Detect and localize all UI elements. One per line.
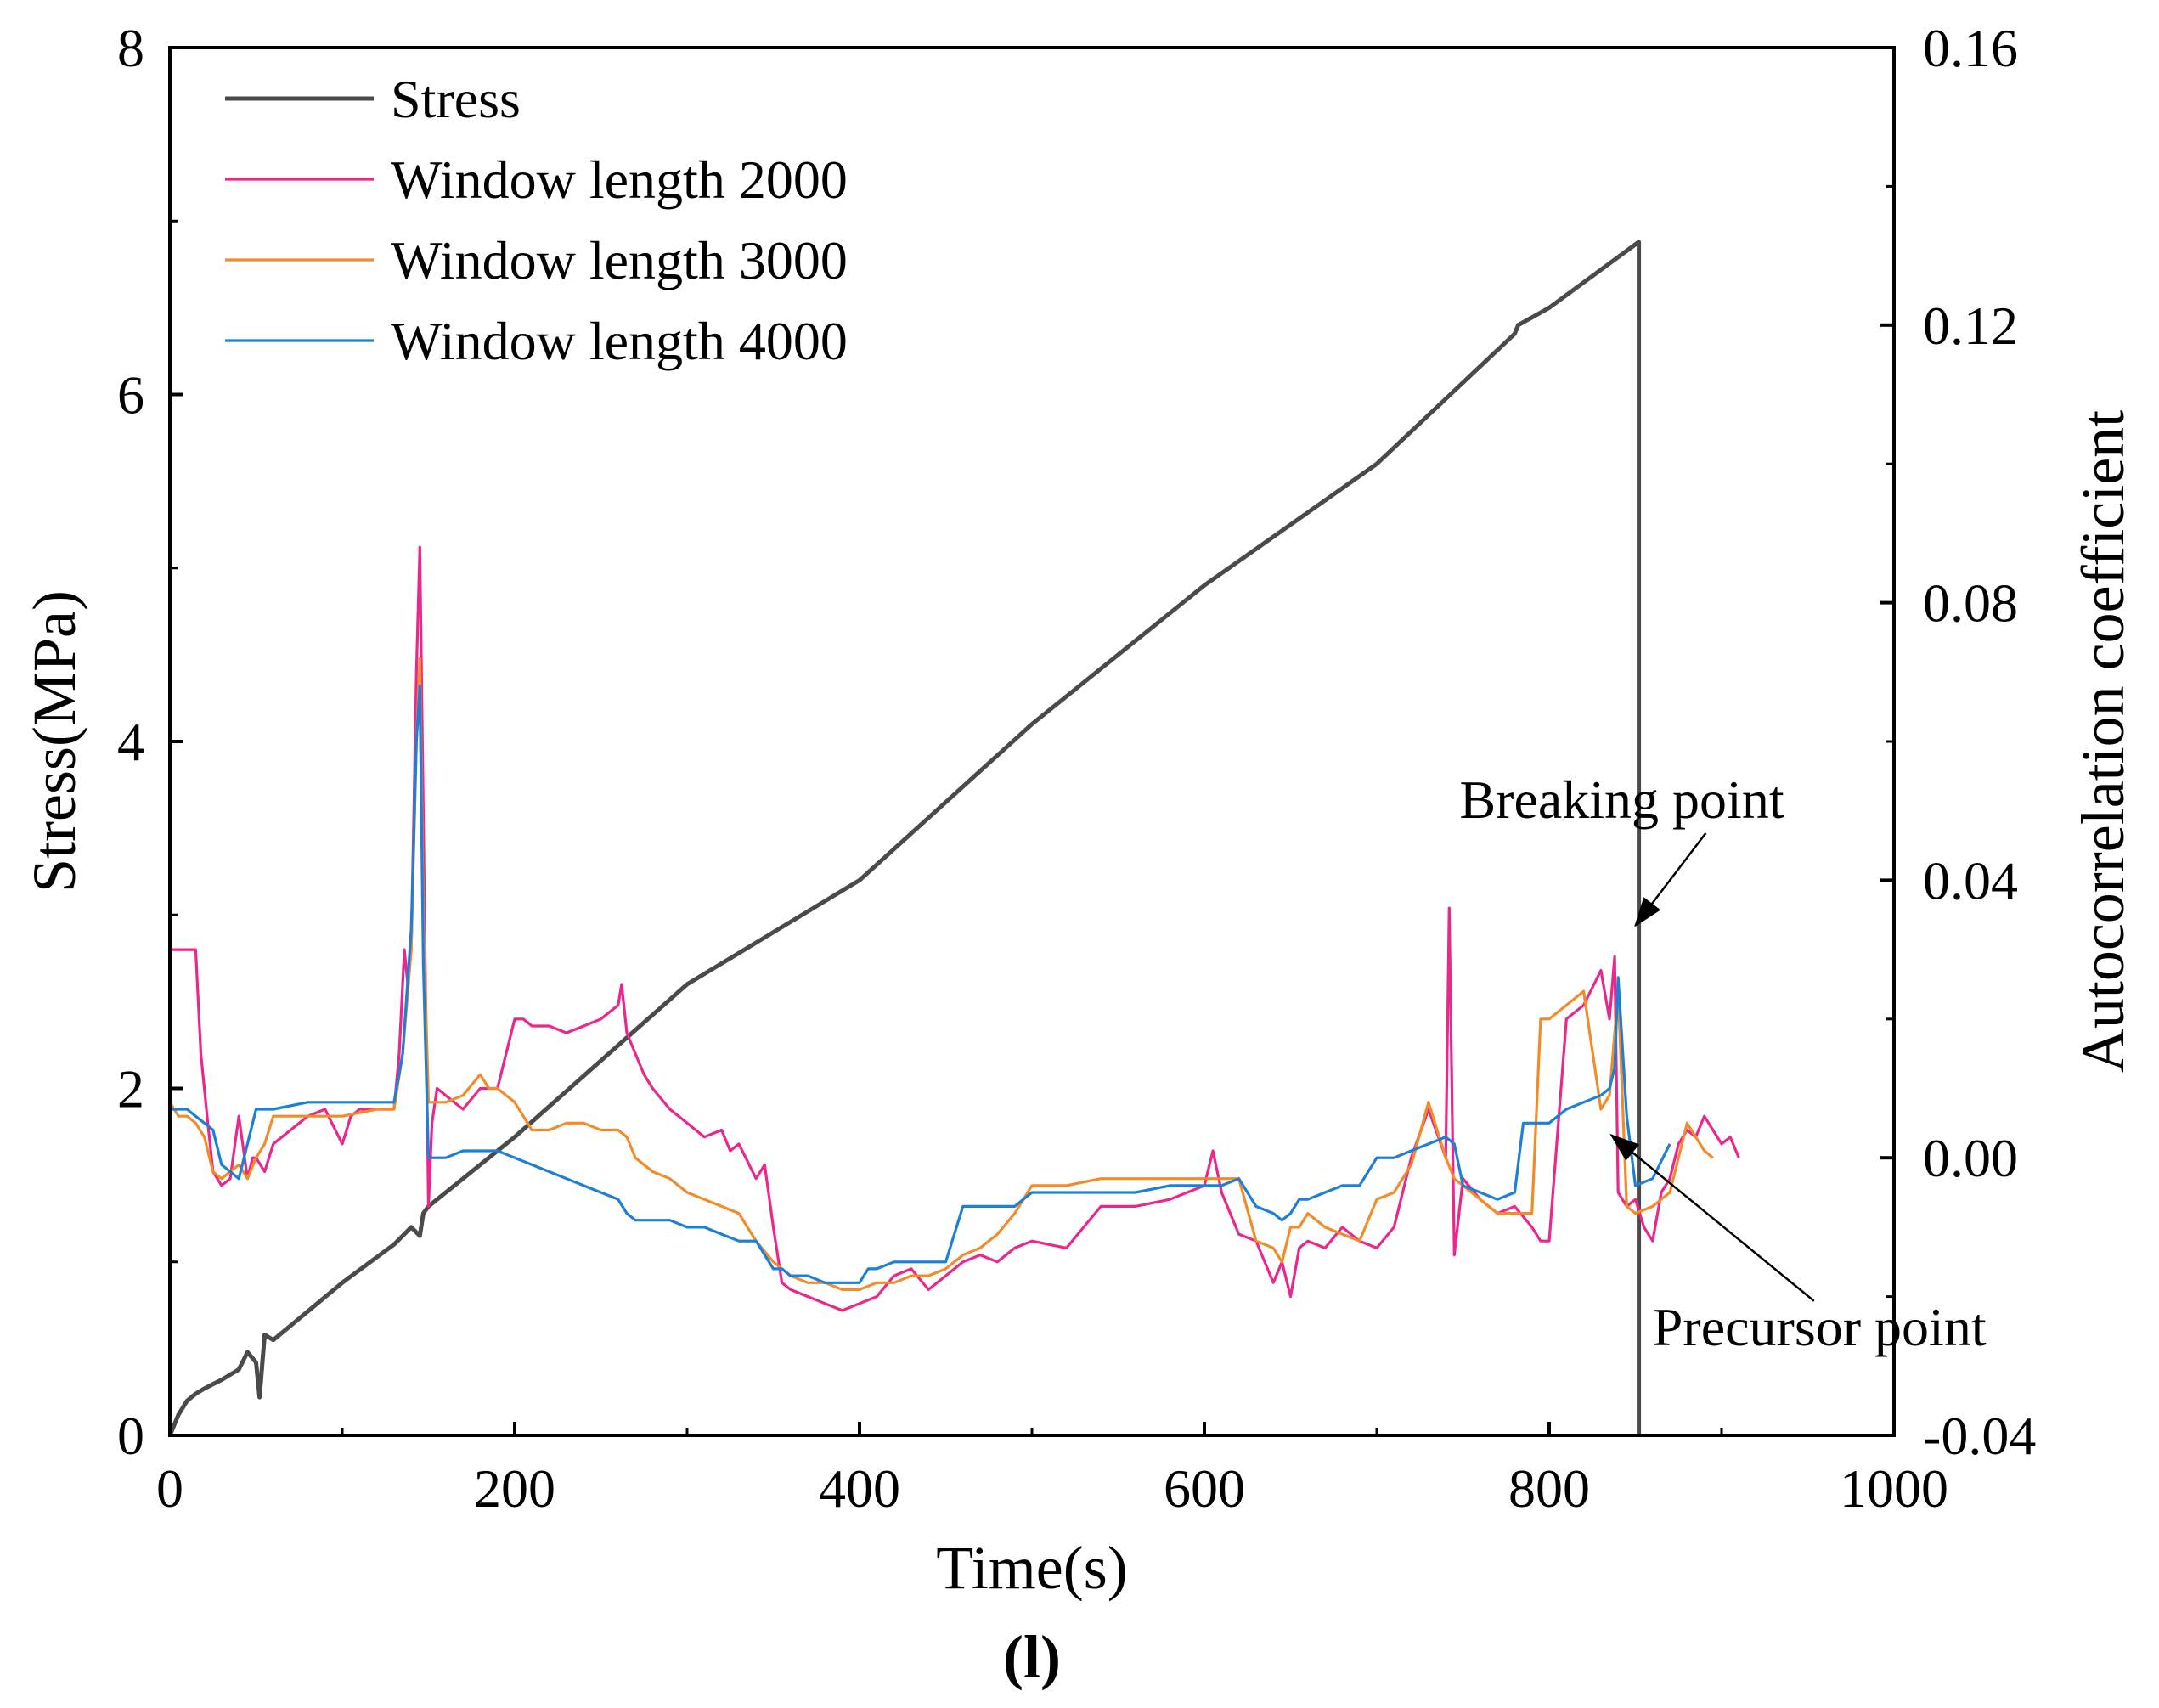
x-tick-label: 800 [1508,1458,1590,1519]
y-tick-label: 2 [117,1059,144,1119]
y2-tick-label: 0.16 [1923,18,2018,78]
y2-axis-title: Autocorrelation coefficient [2069,410,2137,1073]
legend-label: Window length 2000 [391,149,848,210]
legend: Stress Window length 2000 Window length 30… [225,69,848,371]
series-line-window-length-4000 [170,684,1671,1284]
annotation-label: Breaking point [1459,769,1784,830]
legend-label: Window length 3000 [391,230,848,290]
annotations-layer: Breaking point Precursor point [1459,769,1986,1357]
annotation-label: Precursor point [1653,1297,1987,1357]
x-tick-label: 0 [156,1458,183,1519]
figure-caption: (l) [1003,1623,1061,1691]
legend-label: Stress [391,69,521,129]
series-line-stress [167,240,1642,1436]
y-tick-label: 6 [117,365,144,426]
y2-tick-label: 0.00 [1923,1128,2018,1188]
y-tick-label: 8 [117,18,144,78]
series-line-window-length-3000 [168,657,1714,1292]
y-tick-label: 4 [117,712,144,772]
x-tick-label: 600 [1164,1458,1245,1519]
y-tick-label: 0 [117,1406,144,1466]
ticks-layer: 0 200 400 600 800 1000 0 2 4 6 8 -0.04 0.00 0.04 0.08 0… [117,18,2036,1519]
x-tick-label: 200 [474,1458,555,1519]
x-tick-label: 400 [819,1458,900,1519]
series-layer [167,240,1740,1436]
legend-label: Window length 4000 [391,311,848,371]
x-tick-label: 1000 [1840,1458,1948,1519]
y2-tick-label: -0.04 [1923,1406,2036,1466]
y2-tick-label: 0.08 [1923,573,2018,634]
y2-tick-label: 0.04 [1923,850,2018,910]
y2-tick-label: 0.12 [1923,296,2018,356]
x-axis-title: Time(s) [936,1534,1127,1602]
annotation-arrow [1634,832,1707,927]
annotation-arrow [1609,1133,1815,1302]
y-axis-title: Stress(MPa) [20,590,88,893]
